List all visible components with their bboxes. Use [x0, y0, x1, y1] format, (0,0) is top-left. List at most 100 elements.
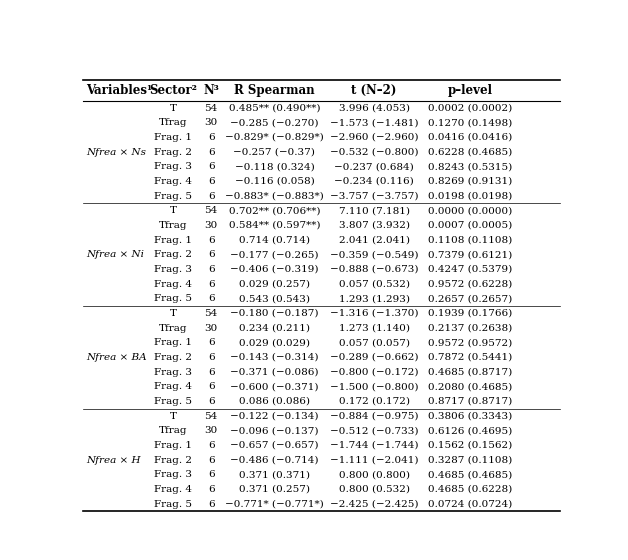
Text: 0.9572 (0.6228): 0.9572 (0.6228) [428, 279, 512, 288]
Text: 0.2080 (0.4685): 0.2080 (0.4685) [428, 382, 512, 391]
Text: Tfrag: Tfrag [159, 324, 188, 333]
Text: 0.8717 (0.8717): 0.8717 (0.8717) [428, 397, 512, 406]
Text: −0.118 (0.324): −0.118 (0.324) [234, 162, 314, 171]
Text: Frag. 3: Frag. 3 [154, 470, 192, 479]
Text: −2.425 (−2.425): −2.425 (−2.425) [330, 500, 418, 508]
Text: 0.2657 (0.2657): 0.2657 (0.2657) [428, 294, 512, 304]
Text: 0.8243 (0.5315): 0.8243 (0.5315) [428, 162, 512, 171]
Text: 0.4247 (0.5379): 0.4247 (0.5379) [428, 265, 512, 274]
Text: 1.273 (1.140): 1.273 (1.140) [338, 324, 409, 333]
Text: Frag. 2: Frag. 2 [154, 455, 192, 465]
Text: 6: 6 [208, 353, 214, 362]
Text: Nfrea × Ni: Nfrea × Ni [86, 250, 144, 259]
Text: 6: 6 [208, 177, 214, 186]
Text: 0.1108 (0.1108): 0.1108 (0.1108) [428, 236, 512, 245]
Text: −2.960 (−2.960): −2.960 (−2.960) [330, 133, 418, 142]
Text: −0.829* (−0.829*): −0.829* (−0.829*) [225, 133, 324, 142]
Text: 6: 6 [208, 192, 214, 200]
Text: Variables¹: Variables¹ [86, 84, 152, 97]
Text: 0.057 (0.532): 0.057 (0.532) [338, 279, 409, 288]
Text: 6: 6 [208, 338, 214, 347]
Text: 6: 6 [208, 265, 214, 274]
Text: 0.0198 (0.0198): 0.0198 (0.0198) [428, 192, 512, 200]
Text: 0.3806 (0.3343): 0.3806 (0.3343) [428, 412, 512, 421]
Text: 0.485** (0.490**): 0.485** (0.490**) [229, 104, 320, 113]
Text: −1.744 (−1.744): −1.744 (−1.744) [330, 441, 418, 450]
Text: −0.177 (−0.265): −0.177 (−0.265) [230, 250, 318, 259]
Text: 30: 30 [205, 118, 218, 127]
Text: 7.110 (7.181): 7.110 (7.181) [338, 206, 409, 215]
Text: Frag. 5: Frag. 5 [154, 294, 192, 304]
Text: Nfrea × Ns: Nfrea × Ns [86, 148, 146, 157]
Text: Tfrag: Tfrag [159, 118, 188, 127]
Text: Frag. 1: Frag. 1 [154, 133, 192, 142]
Text: Tfrag: Tfrag [159, 221, 188, 230]
Text: 0.029 (0.257): 0.029 (0.257) [239, 279, 310, 288]
Text: Frag. 4: Frag. 4 [154, 382, 192, 391]
Text: −0.406 (−0.319): −0.406 (−0.319) [230, 265, 318, 274]
Text: 0.1270 (0.1498): 0.1270 (0.1498) [428, 118, 512, 127]
Text: T: T [170, 104, 177, 113]
Text: −0.371 (−0.086): −0.371 (−0.086) [230, 367, 318, 376]
Text: −0.657 (−0.657): −0.657 (−0.657) [230, 441, 318, 450]
Text: −0.285 (−0.270): −0.285 (−0.270) [230, 118, 318, 127]
Text: 2.041 (2.041): 2.041 (2.041) [338, 236, 409, 245]
Text: −3.757 (−3.757): −3.757 (−3.757) [330, 192, 418, 200]
Text: −0.771* (−0.771*): −0.771* (−0.771*) [225, 500, 324, 508]
Text: 0.4685 (0.8717): 0.4685 (0.8717) [428, 367, 512, 376]
Text: −0.883* (−0.883*): −0.883* (−0.883*) [225, 192, 324, 200]
Text: 0.3287 (0.1108): 0.3287 (0.1108) [428, 455, 512, 465]
Text: −0.888 (−0.673): −0.888 (−0.673) [330, 265, 418, 274]
Text: 0.7379 (0.6121): 0.7379 (0.6121) [428, 250, 512, 259]
Text: 1.293 (1.293): 1.293 (1.293) [338, 294, 409, 304]
Text: 0.702** (0.706**): 0.702** (0.706**) [229, 206, 320, 215]
Text: 54: 54 [205, 206, 218, 215]
Text: 0.0724 (0.0724): 0.0724 (0.0724) [428, 500, 512, 508]
Text: 0.1939 (0.1766): 0.1939 (0.1766) [428, 309, 512, 318]
Text: 0.371 (0.371): 0.371 (0.371) [239, 470, 310, 479]
Text: −1.500 (−0.800): −1.500 (−0.800) [330, 382, 418, 391]
Text: 0.714 (0.714): 0.714 (0.714) [239, 236, 310, 245]
Text: Frag. 3: Frag. 3 [154, 367, 192, 376]
Text: 6: 6 [208, 500, 214, 508]
Text: 6: 6 [208, 485, 214, 494]
Text: −0.884 (−0.975): −0.884 (−0.975) [330, 412, 418, 421]
Text: 6: 6 [208, 441, 214, 450]
Text: T: T [170, 206, 177, 215]
Text: −0.600 (−0.371): −0.600 (−0.371) [230, 382, 318, 391]
Text: 6: 6 [208, 397, 214, 406]
Text: Frag. 2: Frag. 2 [154, 148, 192, 157]
Text: 0.0007 (0.0005): 0.0007 (0.0005) [428, 221, 512, 230]
Text: 0.800 (0.532): 0.800 (0.532) [338, 485, 409, 494]
Text: 0.057 (0.057): 0.057 (0.057) [338, 338, 409, 347]
Text: Sector²: Sector² [149, 84, 197, 97]
Text: −0.800 (−0.172): −0.800 (−0.172) [330, 367, 418, 376]
Text: N³: N³ [203, 84, 219, 97]
Text: 6: 6 [208, 455, 214, 465]
Text: 54: 54 [205, 309, 218, 318]
Text: 0.6228 (0.4685): 0.6228 (0.4685) [428, 148, 512, 157]
Text: 0.800 (0.800): 0.800 (0.800) [338, 470, 409, 479]
Text: −0.180 (−0.187): −0.180 (−0.187) [230, 309, 318, 318]
Text: 0.172 (0.172): 0.172 (0.172) [338, 397, 409, 406]
Text: t (N–2): t (N–2) [352, 84, 397, 97]
Text: −0.257 (−0.37): −0.257 (−0.37) [234, 148, 315, 157]
Text: −0.359 (−0.549): −0.359 (−0.549) [330, 250, 418, 259]
Text: 54: 54 [205, 104, 218, 113]
Text: Nfrea × BA: Nfrea × BA [86, 353, 146, 362]
Text: Frag. 4: Frag. 4 [154, 485, 192, 494]
Text: R Spearman: R Spearman [234, 84, 315, 97]
Text: −0.289 (−0.662): −0.289 (−0.662) [330, 353, 418, 362]
Text: 6: 6 [208, 148, 214, 157]
Text: Frag. 2: Frag. 2 [154, 353, 192, 362]
Text: Frag. 4: Frag. 4 [154, 279, 192, 288]
Text: 0.029 (0.029): 0.029 (0.029) [239, 338, 310, 347]
Text: −1.111 (−2.041): −1.111 (−2.041) [330, 455, 418, 465]
Text: 3.807 (3.932): 3.807 (3.932) [338, 221, 409, 230]
Text: 0.4685 (0.6228): 0.4685 (0.6228) [428, 485, 512, 494]
Text: 0.543 (0.543): 0.543 (0.543) [239, 294, 310, 304]
Text: 0.0002 (0.0002): 0.0002 (0.0002) [428, 104, 512, 113]
Text: Frag. 1: Frag. 1 [154, 441, 192, 450]
Text: Nfrea × H: Nfrea × H [86, 455, 140, 465]
Text: −0.234 (0.116): −0.234 (0.116) [334, 177, 414, 186]
